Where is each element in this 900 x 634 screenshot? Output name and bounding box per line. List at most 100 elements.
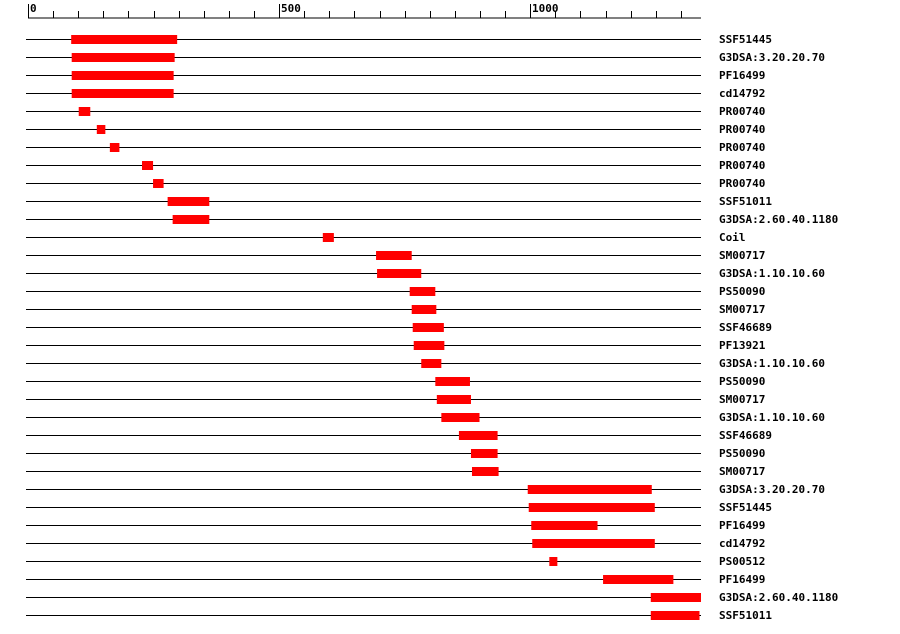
domain-bar[interactable] xyxy=(377,269,422,278)
track-label: PR00740 xyxy=(719,141,765,154)
domain-bar[interactable] xyxy=(322,233,334,242)
track-row: PS50090 xyxy=(26,447,765,460)
domain-bar[interactable] xyxy=(650,593,701,602)
domain-bar[interactable] xyxy=(470,449,498,458)
track-label: G3DSA:3.20.20.70 xyxy=(719,483,825,496)
track-row: PR00740 xyxy=(26,141,765,154)
track-label: PF13921 xyxy=(719,339,766,352)
domain-bar[interactable] xyxy=(412,323,444,332)
track-row: PF16499 xyxy=(26,69,765,82)
domain-bar[interactable] xyxy=(167,197,210,206)
track-row: PR00740 xyxy=(26,159,765,172)
track-row: G3DSA:3.20.20.70 xyxy=(26,51,825,64)
track-row: G3DSA:1.10.10.60 xyxy=(26,357,825,370)
domain-bar[interactable] xyxy=(96,125,106,134)
track-row: PR00740 xyxy=(26,123,765,136)
track-label: G3DSA:2.60.40.1180 xyxy=(719,591,838,604)
track-row: G3DSA:3.20.20.70 xyxy=(26,483,825,496)
domain-bar[interactable] xyxy=(528,503,655,512)
domain-bar[interactable] xyxy=(436,395,471,404)
track-row: SSF51011 xyxy=(26,609,772,622)
track-row: cd14792 xyxy=(26,87,765,100)
track-label: SSF51445 xyxy=(719,501,772,514)
tick-label: 0 xyxy=(30,2,37,15)
tick-label: 1000 xyxy=(532,2,559,15)
domain-bar[interactable] xyxy=(603,575,674,584)
track-label: PS50090 xyxy=(719,447,765,460)
domain-bar[interactable] xyxy=(71,53,175,62)
domain-bar[interactable] xyxy=(413,341,445,350)
track-row: PF13921 xyxy=(26,339,766,352)
domain-bar[interactable] xyxy=(71,71,174,80)
track-row: SSF46689 xyxy=(26,321,772,334)
track-label: PF16499 xyxy=(719,69,765,82)
track-label: Coil xyxy=(719,231,746,244)
track-row: PR00740 xyxy=(26,177,765,190)
domain-bar[interactable] xyxy=(441,413,480,422)
track-row: PF16499 xyxy=(26,573,765,586)
track-label: SSF46689 xyxy=(719,321,772,334)
domain-bar[interactable] xyxy=(411,305,437,314)
domain-bar[interactable] xyxy=(471,467,499,476)
track-label: PS00512 xyxy=(719,555,765,568)
domain-bar[interactable] xyxy=(172,215,210,224)
track-label: G3DSA:1.10.10.60 xyxy=(719,411,825,424)
track-row: SM00717 xyxy=(26,393,765,406)
track-row: PF16499 xyxy=(26,519,765,532)
track-row: G3DSA:1.10.10.60 xyxy=(26,411,825,424)
track-label: SSF51011 xyxy=(719,609,772,622)
domain-bar[interactable] xyxy=(142,161,154,170)
track-label: SM00717 xyxy=(719,393,765,406)
domain-bar[interactable] xyxy=(78,107,91,116)
domain-bar[interactable] xyxy=(71,35,178,44)
track-row: PS50090 xyxy=(26,375,765,388)
track-label: SM00717 xyxy=(719,303,765,316)
track-row: SSF51011 xyxy=(26,195,772,208)
track-label: PR00740 xyxy=(719,159,765,172)
track-row: cd14792 xyxy=(26,537,765,550)
track-row: SSF51445 xyxy=(26,33,772,46)
track-label: PS50090 xyxy=(719,285,765,298)
track-row: SM00717 xyxy=(26,465,765,478)
track-label: PS50090 xyxy=(719,375,765,388)
track-row: G3DSA:2.60.40.1180 xyxy=(26,591,838,604)
domain-bar[interactable] xyxy=(376,251,412,260)
track-label: PF16499 xyxy=(719,573,765,586)
track-label: G3DSA:1.10.10.60 xyxy=(719,357,825,370)
track-row: SM00717 xyxy=(26,249,765,262)
domain-bar[interactable] xyxy=(153,179,164,188)
domain-bar[interactable] xyxy=(109,143,120,152)
track-row: G3DSA:2.60.40.1180 xyxy=(26,213,838,226)
track-label: cd14792 xyxy=(719,537,765,550)
track-row: SSF46689 xyxy=(26,429,772,442)
domain-bar[interactable] xyxy=(458,431,498,440)
track-row: PR00740 xyxy=(26,105,765,118)
track-row: SM00717 xyxy=(26,303,765,316)
domain-bar[interactable] xyxy=(549,557,558,566)
track-row: PS00512 xyxy=(26,555,765,568)
domain-bar[interactable] xyxy=(421,359,442,368)
track-label: SSF51011 xyxy=(719,195,772,208)
domain-bar[interactable] xyxy=(71,89,174,98)
domain-bar[interactable] xyxy=(650,611,700,620)
track-label: SM00717 xyxy=(719,249,765,262)
track-label: G3DSA:1.10.10.60 xyxy=(719,267,825,280)
track-row: Coil xyxy=(26,231,746,244)
domain-bar[interactable] xyxy=(527,485,652,494)
domain-bar[interactable] xyxy=(532,539,655,548)
domain-bar[interactable] xyxy=(531,521,598,530)
track-row: SSF51445 xyxy=(26,501,772,514)
track-label: PR00740 xyxy=(719,105,765,118)
domain-bar[interactable] xyxy=(435,377,470,386)
track-row: G3DSA:1.10.10.60 xyxy=(26,267,825,280)
track-label: PR00740 xyxy=(719,177,765,190)
tick-label: 500 xyxy=(281,2,301,15)
track-label: SSF46689 xyxy=(719,429,772,442)
domain-bar[interactable] xyxy=(409,287,436,296)
track-row: PS50090 xyxy=(26,285,765,298)
track-label: G3DSA:3.20.20.70 xyxy=(719,51,825,64)
track-label: G3DSA:2.60.40.1180 xyxy=(719,213,838,226)
track-label: PF16499 xyxy=(719,519,765,532)
position-axis: 0 500 1000 xyxy=(28,2,701,19)
